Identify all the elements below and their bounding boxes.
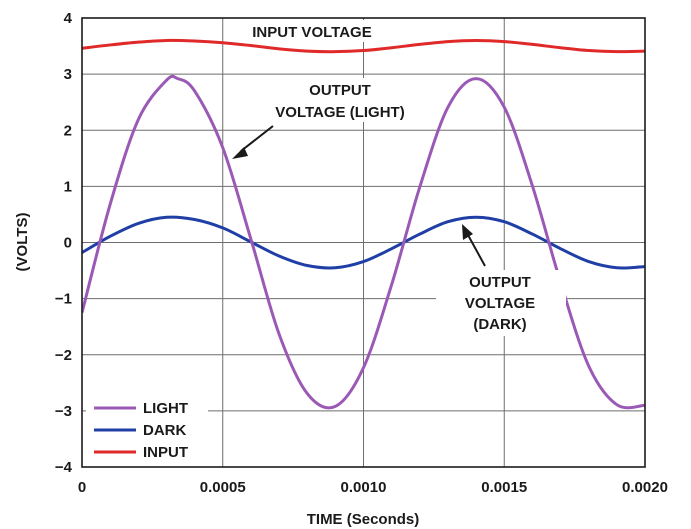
annotation-output-dark-arrowhead [462,224,473,240]
annotation-output-dark-line3: (DARK) [473,316,526,333]
y-tick-label: −2 [55,347,72,364]
annotation-output-light-line1: OUTPUT [309,82,371,99]
x-tick-label: 0.0010 [341,479,387,496]
y-tick-label: 2 [64,122,72,139]
x-axis-title: TIME (Seconds) [307,511,420,528]
legend: LIGHT DARK INPUT [86,394,208,462]
x-axis-ticks: 0 0.0005 0.0010 0.0015 0.0020 [78,479,668,496]
y-tick-label: −4 [55,459,73,476]
y-tick-label: 3 [64,66,72,83]
y-tick-label: 1 [64,178,72,195]
series-line-input [82,38,645,54]
annotation-output-light-arrow [240,125,274,152]
annotation-output-dark-line2: VOLTAGE [465,295,535,312]
series-line-dark [82,215,645,270]
annotation-output-dark-arrow [467,234,486,267]
series-group [82,38,645,410]
plot-frame [81,17,646,468]
annotation-input-voltage: INPUT VOLTAGE [230,20,390,42]
x-tick-label: 0.0020 [622,479,668,496]
x-tick-label: 0.0015 [481,479,527,496]
annotation-input-voltage-text: INPUT VOLTAGE [252,24,371,41]
x-tick-label: 0.0005 [200,479,246,496]
y-axis-ticks: −4 −3 −2 −1 0 1 2 3 4 [55,10,73,476]
legend-label-input: INPUT [143,444,188,461]
y-tick-label: 0 [64,235,72,252]
x-tick-label: 0 [78,479,86,496]
y-tick-label: −3 [55,403,72,420]
y-axis-title: (VOLTS) [14,213,31,272]
y-tick-label: −1 [55,291,72,308]
annotation-output-light-line2: VOLTAGE (LIGHT) [275,104,404,121]
legend-label-dark: DARK [143,422,186,439]
annotation-output-light-arrowhead [232,147,248,159]
series-line-light [82,74,645,410]
annotation-output-dark-line1: OUTPUT [469,274,531,291]
annotation-output-dark: OUTPUT VOLTAGE (DARK) [436,224,566,336]
y-tick-label: 4 [64,10,73,27]
legend-label-light: LIGHT [143,400,188,417]
annotation-output-light: OUTPUT VOLTAGE (LIGHT) [232,78,412,159]
